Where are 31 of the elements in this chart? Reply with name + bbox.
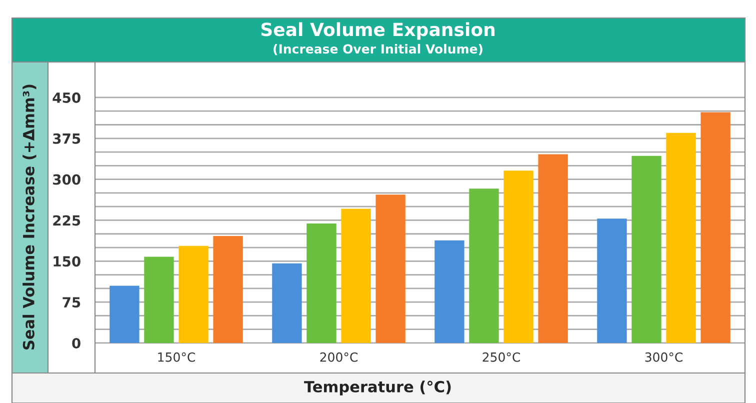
y-tick-label: 75 [62,297,80,308]
bar [538,154,568,343]
bar [306,224,336,343]
bar [178,246,208,343]
x-tick-label: 300°C [645,352,682,362]
x-tick-label: 250°C [482,352,520,362]
bar [376,194,406,343]
bar [434,240,464,343]
y-tick-label: 225 [53,215,80,226]
bar [110,286,140,343]
bar [504,170,534,343]
y-tick-label: 150 [54,256,80,267]
bar [597,218,627,343]
bar [272,263,302,343]
bar [700,112,730,343]
x-axis-title: Temperature (°C) [304,380,451,396]
x-tick-label: 150°C [158,352,195,362]
bar [469,188,499,343]
y-tick-label: 0 [72,338,80,348]
bar [341,208,371,343]
y-axis-title: Seal Volume Increase (+Δmm³) [22,84,36,350]
bar [144,256,174,343]
bar [632,156,662,343]
x-tick-label: 200°C [320,352,358,362]
y-tick-label: 450 [52,92,80,103]
bar [213,236,243,343]
bar [666,132,696,343]
chart-subtitle: (Increase Over Initial Volume) [274,44,482,56]
chart-title: Seal Volume Expansion [261,22,494,40]
y-tick-label: 300 [53,174,80,185]
y-tick-label: 375 [53,133,80,144]
